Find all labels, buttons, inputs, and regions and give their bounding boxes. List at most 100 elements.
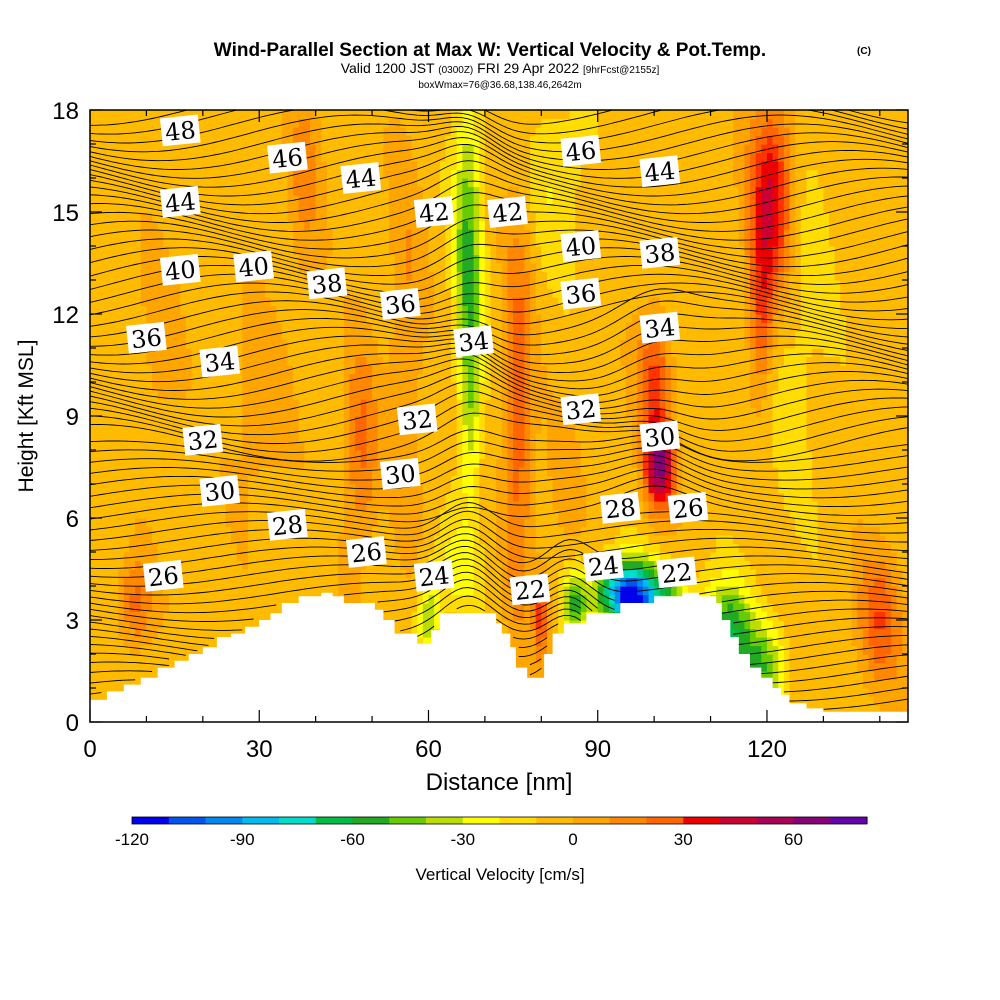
velocity-cell bbox=[106, 297, 114, 307]
velocity-cell bbox=[417, 263, 424, 273]
velocity-cell bbox=[394, 152, 401, 162]
velocity-cell bbox=[247, 407, 255, 417]
velocity-cell bbox=[152, 416, 159, 426]
velocity-cell bbox=[343, 407, 351, 417]
velocity-cell bbox=[298, 263, 305, 273]
velocity-cell bbox=[372, 203, 379, 213]
velocity-cell bbox=[321, 518, 328, 528]
velocity-cell bbox=[135, 586, 142, 596]
velocity-cell bbox=[264, 407, 272, 417]
velocity-cell bbox=[388, 424, 396, 434]
velocity-cell bbox=[90, 620, 97, 630]
velocity-cell bbox=[146, 263, 153, 273]
velocity-cell bbox=[157, 203, 164, 213]
velocity-cell bbox=[343, 535, 351, 545]
velocity-cell bbox=[411, 178, 418, 188]
velocity-cell bbox=[264, 229, 272, 239]
velocity-cell bbox=[90, 654, 97, 664]
velocity-cell bbox=[315, 297, 322, 307]
velocity-cell bbox=[90, 288, 97, 298]
velocity-cell bbox=[355, 322, 362, 332]
velocity-cell bbox=[152, 305, 159, 315]
velocity-cell bbox=[445, 526, 452, 536]
velocity-cell bbox=[298, 331, 305, 341]
velocity-cell bbox=[202, 450, 210, 460]
velocity-cell bbox=[338, 186, 345, 196]
velocity-cell bbox=[202, 594, 210, 604]
velocity-cell bbox=[276, 390, 283, 400]
velocity-cell bbox=[157, 288, 164, 298]
velocity-cell bbox=[242, 314, 249, 324]
velocity-cell bbox=[118, 127, 125, 137]
velocity-cell bbox=[462, 526, 469, 536]
velocity-cell bbox=[95, 390, 102, 400]
velocity-cell bbox=[247, 390, 255, 400]
velocity-cell bbox=[445, 450, 452, 460]
velocity-cell bbox=[473, 424, 480, 434]
velocity-cell bbox=[355, 441, 362, 451]
velocity-cell bbox=[157, 127, 164, 137]
velocity-cell bbox=[321, 552, 328, 562]
velocity-cell bbox=[366, 331, 373, 341]
velocity-cell bbox=[467, 399, 475, 409]
velocity-cell bbox=[259, 212, 266, 222]
velocity-cell bbox=[231, 577, 238, 587]
velocity-cell bbox=[123, 212, 131, 222]
velocity-cell bbox=[315, 365, 322, 375]
velocity-cell bbox=[445, 543, 452, 553]
velocity-cell bbox=[208, 535, 215, 545]
velocity-cell bbox=[231, 560, 238, 570]
velocity-cell bbox=[321, 331, 328, 341]
velocity-cell bbox=[129, 569, 136, 579]
velocity-cell bbox=[315, 212, 322, 222]
velocity-cell bbox=[287, 212, 294, 222]
velocity-cell bbox=[310, 560, 317, 570]
velocity-cell bbox=[152, 441, 159, 451]
velocity-cell bbox=[168, 492, 176, 502]
velocity-cell bbox=[191, 280, 198, 290]
velocity-cell bbox=[247, 339, 255, 349]
velocity-cell bbox=[276, 271, 283, 281]
velocity-cell bbox=[332, 475, 339, 485]
velocity-cell bbox=[247, 110, 255, 120]
velocity-cell bbox=[90, 203, 97, 213]
velocity-cell bbox=[326, 220, 334, 230]
velocity-cell bbox=[140, 450, 148, 460]
velocity-cell bbox=[197, 339, 204, 349]
velocity-cell bbox=[411, 552, 418, 562]
velocity-cell bbox=[231, 501, 238, 511]
velocity-cell bbox=[377, 212, 384, 222]
velocity-cell bbox=[101, 322, 108, 332]
velocity-cell bbox=[191, 144, 198, 154]
velocity-cell bbox=[253, 577, 260, 587]
velocity-cell bbox=[417, 144, 424, 154]
velocity-cell bbox=[467, 433, 475, 443]
velocity-cell bbox=[214, 458, 221, 468]
velocity-cell bbox=[259, 569, 266, 579]
velocity-cell bbox=[473, 356, 480, 366]
velocity-cell bbox=[219, 229, 226, 239]
velocity-cell bbox=[332, 195, 339, 205]
velocity-cell bbox=[394, 161, 401, 171]
velocity-cell bbox=[236, 492, 243, 502]
velocity-cell bbox=[383, 263, 390, 273]
velocity-cell bbox=[293, 450, 300, 460]
velocity-cell bbox=[191, 569, 198, 579]
velocity-cell bbox=[152, 467, 159, 477]
velocity-cell bbox=[400, 433, 407, 443]
velocity-cell bbox=[146, 271, 153, 281]
velocity-cell bbox=[112, 144, 119, 154]
velocity-cell bbox=[270, 195, 277, 205]
velocity-cell bbox=[242, 577, 249, 587]
velocity-cell bbox=[140, 288, 148, 298]
velocity-cell bbox=[315, 373, 322, 383]
velocity-cell bbox=[405, 152, 413, 162]
velocity-cell bbox=[451, 526, 458, 536]
velocity-cell bbox=[321, 186, 328, 196]
velocity-cell bbox=[428, 365, 435, 375]
velocity-cell bbox=[383, 560, 390, 570]
velocity-cell bbox=[372, 212, 379, 222]
velocity-cell bbox=[304, 501, 311, 511]
velocity-cell bbox=[321, 373, 328, 383]
velocity-cell bbox=[185, 399, 193, 409]
